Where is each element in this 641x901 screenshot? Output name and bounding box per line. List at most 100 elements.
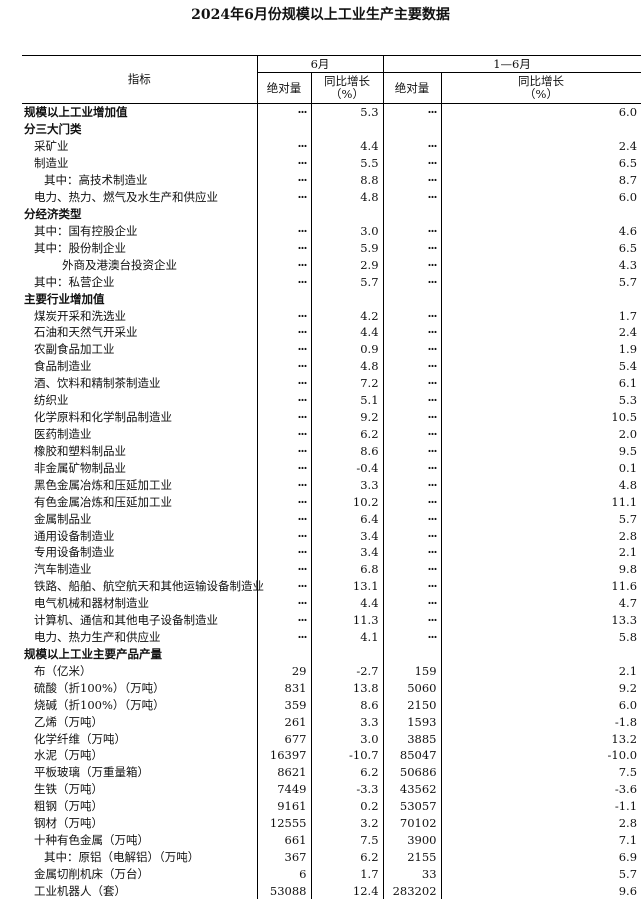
cell-abs16: 2155 [382, 848, 442, 866]
cell-yoy6: 8.8 [310, 171, 384, 189]
cell-abs16: 283202 [382, 882, 442, 900]
table-row: 粗钢（万吨） 9161 0.2 53057 -1.1 [22, 797, 641, 815]
row-label: 采矿业 [34, 139, 69, 154]
cell-yoy6: -10.7 [310, 747, 384, 764]
cell-yoy6 [310, 290, 384, 308]
cell-abs16: ··· [382, 527, 442, 544]
row-label: 规模以上工业增加值 [24, 105, 128, 120]
cell-yoy16: -10.0 [440, 747, 641, 764]
cell-abs16: 50686 [382, 763, 442, 781]
cell-yoy6: 9.2 [310, 408, 384, 426]
table-row: 纺织业 ··· 5.1 ··· 5.3 [22, 391, 641, 409]
cell-yoy16 [440, 290, 641, 308]
cell-abs6: 831 [256, 679, 311, 697]
row-label: 橡胶和塑料制品业 [34, 443, 126, 458]
cell-abs6: ··· [256, 543, 311, 561]
cell-abs16: 85047 [382, 747, 442, 764]
cell-abs16: ··· [382, 154, 442, 172]
cell-yoy6: 5.5 [310, 154, 384, 172]
cell-abs16: ··· [382, 594, 442, 612]
table-row: 金属切削机床（万台） 6 1.7 33 5.7 [22, 865, 641, 883]
cell-abs6: ··· [256, 560, 311, 578]
cell-yoy6: -0.4 [310, 459, 384, 477]
row-label: 主要行业增加值 [24, 291, 105, 306]
cell-yoy6: 4.8 [310, 188, 384, 206]
row-label: 分三大门类 [24, 122, 82, 137]
table-row: 硫酸（折100%）（万吨） 831 13.8 5060 9.2 [22, 679, 641, 697]
row-label: 电力、热力、燃气及水生产和供应业 [34, 190, 218, 205]
table-header: 指标 6月 1—6月 绝对量 同比增长 （%） 绝对量 同比增长 （%） [22, 55, 641, 104]
cell-yoy6: 4.4 [310, 323, 384, 341]
cell-abs16: ··· [382, 611, 442, 629]
cell-abs16: ··· [382, 357, 442, 375]
cell-abs6: 7449 [256, 780, 311, 798]
cell-abs6: ··· [256, 154, 311, 172]
cell-yoy6: 6.4 [310, 510, 384, 528]
cell-abs6: ··· [256, 323, 311, 341]
cell-yoy16: 2.4 [440, 137, 641, 155]
cell-abs6: ··· [256, 222, 311, 240]
cell-abs6: 16397 [256, 747, 311, 764]
cell-abs6: 8621 [256, 763, 311, 781]
row-label: 外商及港澳台投资企业 [62, 257, 177, 272]
cell-yoy16 [440, 645, 641, 663]
table-row: 乙烯（万吨） 261 3.3 1593 -1.8 [22, 713, 641, 731]
table-row: 铁路、船舶、航空航天和其他运输设备制造业 ··· 13.1 ··· 11.6 [22, 577, 641, 595]
cell-yoy6: 5.1 [310, 391, 384, 409]
cell-abs16: ··· [382, 493, 442, 511]
cell-abs6: ··· [256, 442, 311, 460]
table-row: 计算机、通信和其他电子设备制造业 ··· 11.3 ··· 13.3 [22, 611, 641, 629]
cell-yoy16: 9.6 [440, 882, 641, 900]
cell-abs6: 261 [256, 713, 311, 731]
cell-yoy16: 9.5 [440, 442, 641, 460]
cell-abs16: ··· [382, 543, 442, 561]
section-row: 规模以上工业增加值 ··· 5.3 ··· 6.0 [22, 103, 641, 121]
cell-abs16: ··· [382, 374, 442, 392]
cell-yoy6: 0.9 [310, 340, 384, 358]
cell-yoy16: 1.7 [440, 307, 641, 324]
cell-yoy6: 5.7 [310, 273, 384, 291]
row-label: 有色金属冶炼和压延加工业 [34, 494, 172, 509]
cell-yoy6: 7.2 [310, 374, 384, 392]
row-label: 粗钢（万吨） [34, 799, 103, 814]
row-label: 化学纤维（万吨） [34, 731, 126, 746]
cell-yoy16: 7.1 [440, 831, 641, 849]
row-label: 专用设备制造业 [34, 545, 115, 560]
cell-abs16: 1593 [382, 713, 442, 731]
header-indicator: 指标 [22, 55, 258, 104]
table-row: 平板玻璃（万重量箱） 8621 6.2 50686 7.5 [22, 763, 641, 781]
table-row: 其中：私营企业 ··· 5.7 ··· 5.7 [22, 273, 641, 291]
cell-abs6: ··· [256, 611, 311, 629]
table-row: 电气机械和器材制造业 ··· 4.4 ··· 4.7 [22, 594, 641, 612]
cell-abs6: ··· [256, 577, 311, 595]
table-row: 有色金属冶炼和压延加工业 ··· 10.2 ··· 11.1 [22, 493, 641, 511]
cell-abs16: 3900 [382, 831, 442, 849]
table-row: 非金属矿物制品业 ··· -0.4 ··· 0.1 [22, 459, 641, 477]
cell-abs6: ··· [256, 425, 311, 443]
cell-yoy6: 4.8 [310, 357, 384, 375]
cell-yoy6: 6.2 [310, 848, 384, 866]
row-label: 其中：高技术制造业 [44, 173, 148, 188]
cell-abs16 [382, 290, 442, 308]
row-label: 硫酸（折100%）（万吨） [34, 680, 165, 695]
header-period-june: 6月 [256, 55, 384, 73]
cell-abs6: ··· [256, 239, 311, 257]
cell-abs6: ··· [256, 188, 311, 206]
cell-abs16: ··· [382, 628, 442, 646]
cell-abs6: ··· [256, 340, 311, 358]
table-row: 其中：原铝（电解铝）（万吨） 367 6.2 2155 6.9 [22, 848, 641, 866]
cell-abs16: ··· [382, 171, 442, 189]
table-row: 酒、饮料和精制茶制造业 ··· 7.2 ··· 6.1 [22, 374, 641, 392]
cell-yoy16: 13.3 [440, 611, 641, 629]
cell-abs16: ··· [382, 256, 442, 274]
cell-yoy16: 4.8 [440, 476, 641, 494]
cell-yoy6: 5.9 [310, 239, 384, 257]
cell-abs16: ··· [382, 273, 442, 291]
cell-yoy6: 3.0 [310, 730, 384, 748]
cell-yoy6: 3.3 [310, 713, 384, 731]
cell-abs6 [256, 120, 311, 138]
cell-yoy16: 4.3 [440, 256, 641, 274]
table-row: 布（亿米） 29 -2.7 159 2.1 [22, 662, 641, 680]
row-label: 工业机器人（套） [34, 883, 126, 898]
table-row: 金属制品业 ··· 6.4 ··· 5.7 [22, 510, 641, 528]
